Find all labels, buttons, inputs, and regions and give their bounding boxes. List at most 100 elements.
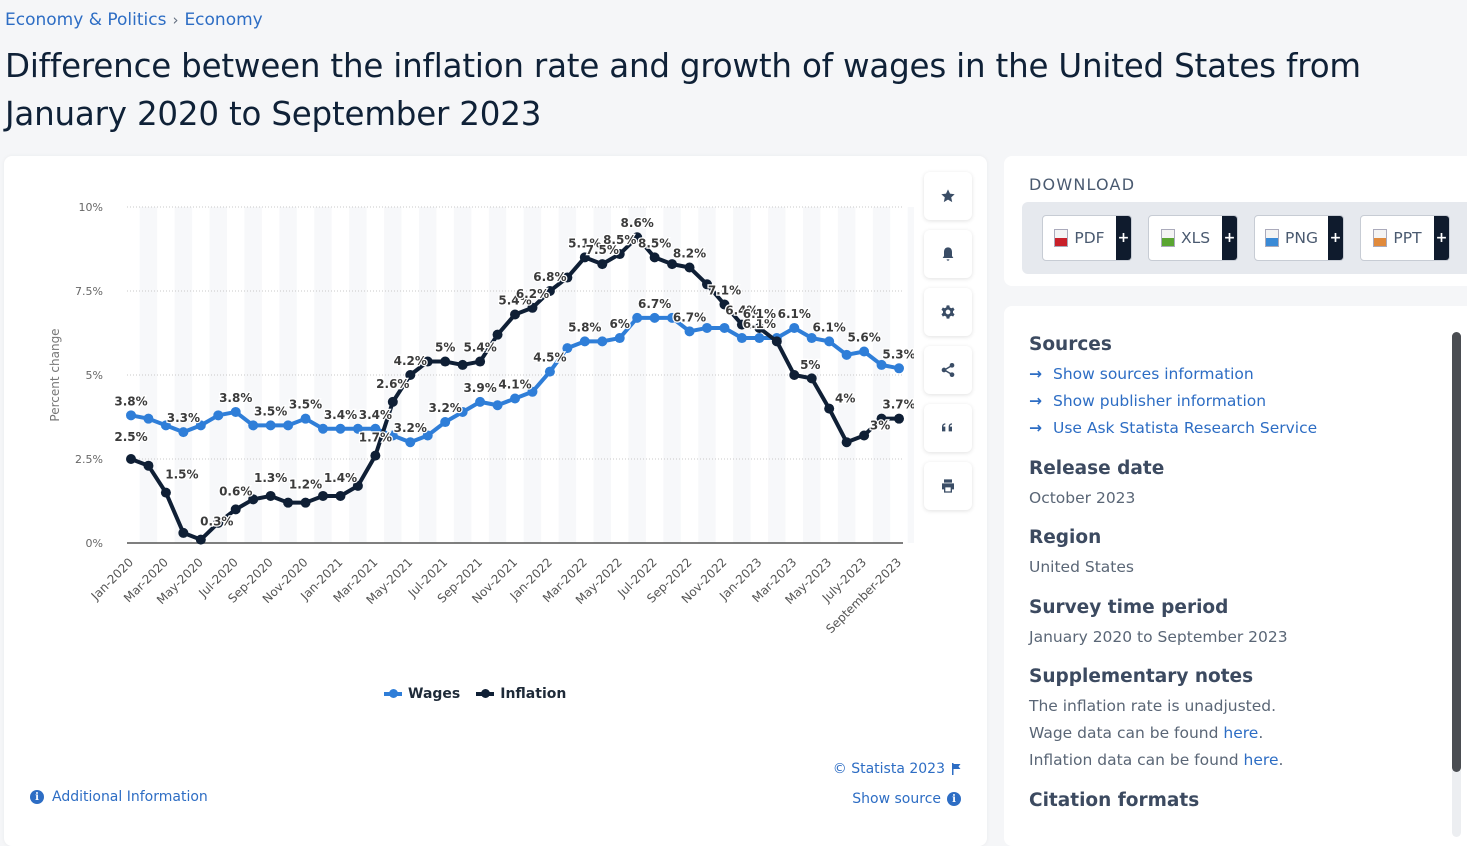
data-point-inflation xyxy=(527,302,538,313)
data-point-inflation xyxy=(160,487,171,498)
data-point-wages xyxy=(876,359,887,370)
data-point-wages xyxy=(527,386,538,397)
download-options-button[interactable]: + xyxy=(1222,216,1237,260)
additional-information-link[interactable]: i Additional Information xyxy=(30,789,208,805)
breadcrumb-economy-politics[interactable]: Economy & Politics xyxy=(5,10,167,30)
data-point-inflation xyxy=(771,336,782,347)
download-options-button[interactable]: + xyxy=(1328,216,1343,260)
data-point-inflation xyxy=(370,450,381,461)
plot-band xyxy=(453,207,472,543)
data-point-inflation xyxy=(178,527,189,538)
data-point-wages xyxy=(841,349,852,360)
download-main[interactable]: PDF xyxy=(1043,216,1116,260)
data-point-wages xyxy=(719,322,730,333)
release-section: Release date October 2023 xyxy=(1029,458,1164,512)
data-point-inflation xyxy=(195,534,206,545)
data-point-inflation xyxy=(335,490,346,501)
info-panel: Sources → Show sources information → Show … xyxy=(1004,306,1467,846)
plot-band xyxy=(872,207,891,543)
download-options-button[interactable]: + xyxy=(1434,216,1449,260)
download-label: XLS xyxy=(1180,229,1211,247)
sources-heading: Sources xyxy=(1029,334,1112,355)
data-point-inflation xyxy=(841,437,852,448)
legend-item-wages[interactable]: Wages xyxy=(384,686,460,702)
data-point-inflation xyxy=(422,356,433,367)
data-label-inflation: 8.2% xyxy=(673,246,706,260)
data-point-inflation xyxy=(475,356,486,367)
data-point-inflation xyxy=(405,370,416,380)
data-point-wages xyxy=(544,366,555,377)
download-panel: DOWNLOAD PDF + XLS + PNG + PPT + xyxy=(1004,156,1467,286)
show-publisher-link[interactable]: → Show publisher information xyxy=(1029,388,1317,415)
download-main[interactable]: PNG xyxy=(1255,216,1328,260)
data-point-wages xyxy=(789,322,800,333)
flag-icon xyxy=(952,763,961,775)
download-png-button[interactable]: PNG + xyxy=(1254,215,1344,261)
data-point-wages xyxy=(352,423,363,434)
data-point-inflation xyxy=(265,490,276,501)
ask-statista-link[interactable]: → Use Ask Statista Research Service xyxy=(1029,415,1317,442)
png-file-icon xyxy=(1265,229,1280,247)
download-xls-button[interactable]: XLS + xyxy=(1148,215,1238,261)
favorite-button[interactable] xyxy=(924,172,972,220)
note-inflation-text: Inflation data can be found xyxy=(1029,751,1244,769)
download-options-button[interactable]: + xyxy=(1116,216,1131,260)
arrow-right-icon: → xyxy=(1029,392,1042,410)
download-main[interactable]: PPT xyxy=(1361,216,1434,260)
data-point-wages xyxy=(178,427,189,438)
download-ppt-button[interactable]: PPT + xyxy=(1360,215,1450,261)
data-point-inflation xyxy=(387,396,398,407)
plot-band xyxy=(209,207,227,543)
breadcrumb-economy[interactable]: Economy xyxy=(184,10,263,30)
y-tick-label: 2.5% xyxy=(75,453,103,466)
info-scrollbar[interactable] xyxy=(1452,332,1461,837)
additional-information-label: Additional Information xyxy=(52,789,208,805)
show-sources-label: Show sources information xyxy=(1053,365,1254,383)
data-point-wages xyxy=(754,333,765,344)
data-label-inflation: 6.1% xyxy=(743,307,776,321)
print-button[interactable] xyxy=(924,462,972,510)
scrollbar-thumb[interactable] xyxy=(1452,332,1461,772)
wage-data-link[interactable]: here xyxy=(1223,724,1259,742)
data-point-inflation xyxy=(649,252,660,263)
legend-item-inflation[interactable]: Inflation xyxy=(476,686,566,702)
region-section: Region United States xyxy=(1029,527,1134,581)
data-point-wages xyxy=(160,420,171,431)
data-point-inflation xyxy=(614,249,625,260)
download-label: PNG xyxy=(1285,229,1318,247)
show-publisher-label: Show publisher information xyxy=(1053,392,1267,410)
data-point-inflation xyxy=(894,413,904,424)
gear-icon xyxy=(941,305,955,319)
show-source-link[interactable]: Show source i xyxy=(852,791,961,807)
data-point-inflation xyxy=(806,373,817,384)
download-pdf-button[interactable]: PDF + xyxy=(1042,215,1132,261)
data-point-inflation xyxy=(579,252,590,263)
copyright-text: © Statista 2023 xyxy=(832,761,945,777)
xls-file-icon xyxy=(1160,229,1175,247)
arrow-right-icon: → xyxy=(1029,365,1042,383)
data-label-inflation: 8.6% xyxy=(621,216,654,230)
show-sources-link[interactable]: → Show sources information xyxy=(1029,361,1317,388)
download-main[interactable]: XLS xyxy=(1149,216,1222,260)
legend-swatch-inflation xyxy=(476,689,495,698)
inflation-data-link[interactable]: here xyxy=(1243,751,1279,769)
data-point-wages xyxy=(283,420,294,431)
chart-card: 0% 2.5% 5% 7.5% 10% Percent change Jan-2020 Mar… xyxy=(4,156,987,846)
data-label-wages: 5.8% xyxy=(568,320,601,334)
settings-button[interactable] xyxy=(924,288,972,336)
data-point-inflation xyxy=(457,359,468,370)
notes-heading: Supplementary notes xyxy=(1029,666,1254,687)
data-point-wages xyxy=(387,430,398,441)
data-point-inflation xyxy=(126,454,136,464)
citation-section: Citation formats xyxy=(1029,790,1199,817)
cite-button[interactable] xyxy=(924,404,972,452)
copyright[interactable]: © Statista 2023 xyxy=(833,761,961,777)
notification-button[interactable] xyxy=(924,230,972,278)
download-buttons: PDF + XLS + PNG + PPT + xyxy=(1022,202,1467,274)
show-source-label: Show source xyxy=(852,791,941,807)
release-value: October 2023 xyxy=(1029,489,1136,507)
data-label-wages: 6.1% xyxy=(743,317,776,331)
data-point-wages xyxy=(195,420,206,431)
data-point-inflation xyxy=(702,279,712,290)
share-button[interactable] xyxy=(924,346,972,394)
